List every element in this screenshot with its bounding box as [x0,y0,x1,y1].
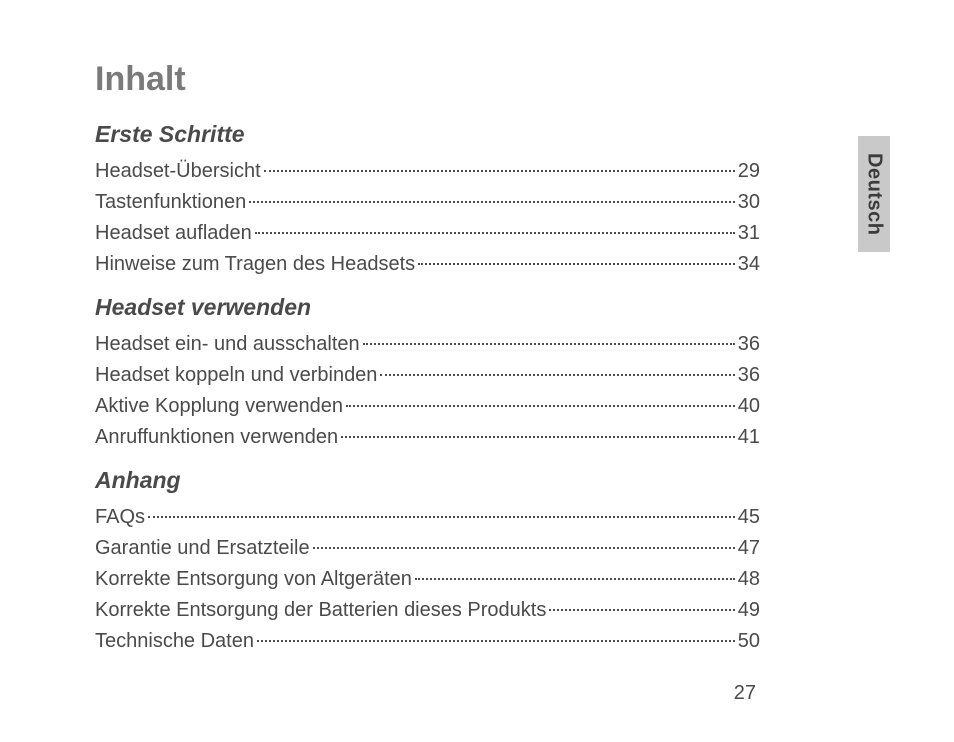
toc-page-num: 30 [738,187,760,218]
language-tab-label: Deutsch [863,153,886,235]
toc-leader [257,640,735,642]
toc-label: Headset ein- und ausschalten [95,329,360,360]
toc-entry[interactable]: Korrekte Entsorgung von Altgeräten 48 [95,564,760,595]
toc-label: Headset-Übersicht [95,156,261,187]
toc-leader [363,343,735,345]
toc-leader [341,436,735,438]
toc-entry[interactable]: Headset ein- und ausschalten 36 [95,329,760,360]
toc-page-num: 29 [738,156,760,187]
language-tab[interactable]: Deutsch [858,136,890,252]
toc-leader [255,232,735,234]
toc-leader [418,263,735,265]
toc-label: Tastenfunktionen [95,187,246,218]
toc-entry[interactable]: Headset koppeln und verbinden 36 [95,360,760,391]
toc-label: Hinweise zum Tragen des Headsets [95,249,415,280]
toc-page-num: 40 [738,391,760,422]
page-title: Inhalt [95,60,760,99]
toc-leader [549,609,734,611]
toc-entry[interactable]: Korrekte Entsorgung der Batterien dieses… [95,595,760,626]
toc-leader [380,374,734,376]
toc-label: Technische Daten [95,626,254,657]
toc-page-num: 47 [738,533,760,564]
toc-label: FAQs [95,502,145,533]
toc-page-num: 41 [738,422,760,453]
section-heading: Anhang [95,467,760,494]
toc-entry[interactable]: Garantie und Ersatzteile 47 [95,533,760,564]
toc-entry[interactable]: Headset-Übersicht 29 [95,156,760,187]
toc-page-num: 48 [738,564,760,595]
toc-page-num: 36 [738,360,760,391]
toc-entry[interactable]: Headset aufladen 31 [95,218,760,249]
toc-entry[interactable]: FAQs 45 [95,502,760,533]
toc-page-num: 31 [738,218,760,249]
toc-label: Garantie und Ersatzteile [95,533,310,564]
toc-leader [249,201,735,203]
toc-label: Korrekte Entsorgung von Altgeräten [95,564,412,595]
toc-entry[interactable]: Tastenfunktionen 30 [95,187,760,218]
toc-page-num: 45 [738,502,760,533]
toc-page: Inhalt Erste Schritte Headset-Übersicht … [95,60,760,657]
toc-entry[interactable]: Technische Daten 50 [95,626,760,657]
toc-page-num: 50 [738,626,760,657]
toc-leader [415,578,735,580]
toc-label: Headset koppeln und verbinden [95,360,377,391]
toc-page-num: 34 [738,249,760,280]
page-number: 27 [734,682,756,705]
toc-label: Headset aufladen [95,218,252,249]
toc-leader [264,170,735,172]
section-heading: Erste Schritte [95,121,760,148]
toc-leader [346,405,735,407]
toc-entry[interactable]: Anruffunktionen verwenden 41 [95,422,760,453]
toc-entry[interactable]: Aktive Kopplung verwenden 40 [95,391,760,422]
toc-label: Anruffunktionen verwenden [95,422,338,453]
toc-leader [313,547,735,549]
toc-page-num: 49 [738,595,760,626]
toc-entry[interactable]: Hinweise zum Tragen des Headsets 34 [95,249,760,280]
toc-page-num: 36 [738,329,760,360]
section-heading: Headset verwenden [95,294,760,321]
toc-leader [148,516,735,518]
toc-label: Aktive Kopplung verwenden [95,391,343,422]
toc-label: Korrekte Entsorgung der Batterien dieses… [95,595,546,626]
